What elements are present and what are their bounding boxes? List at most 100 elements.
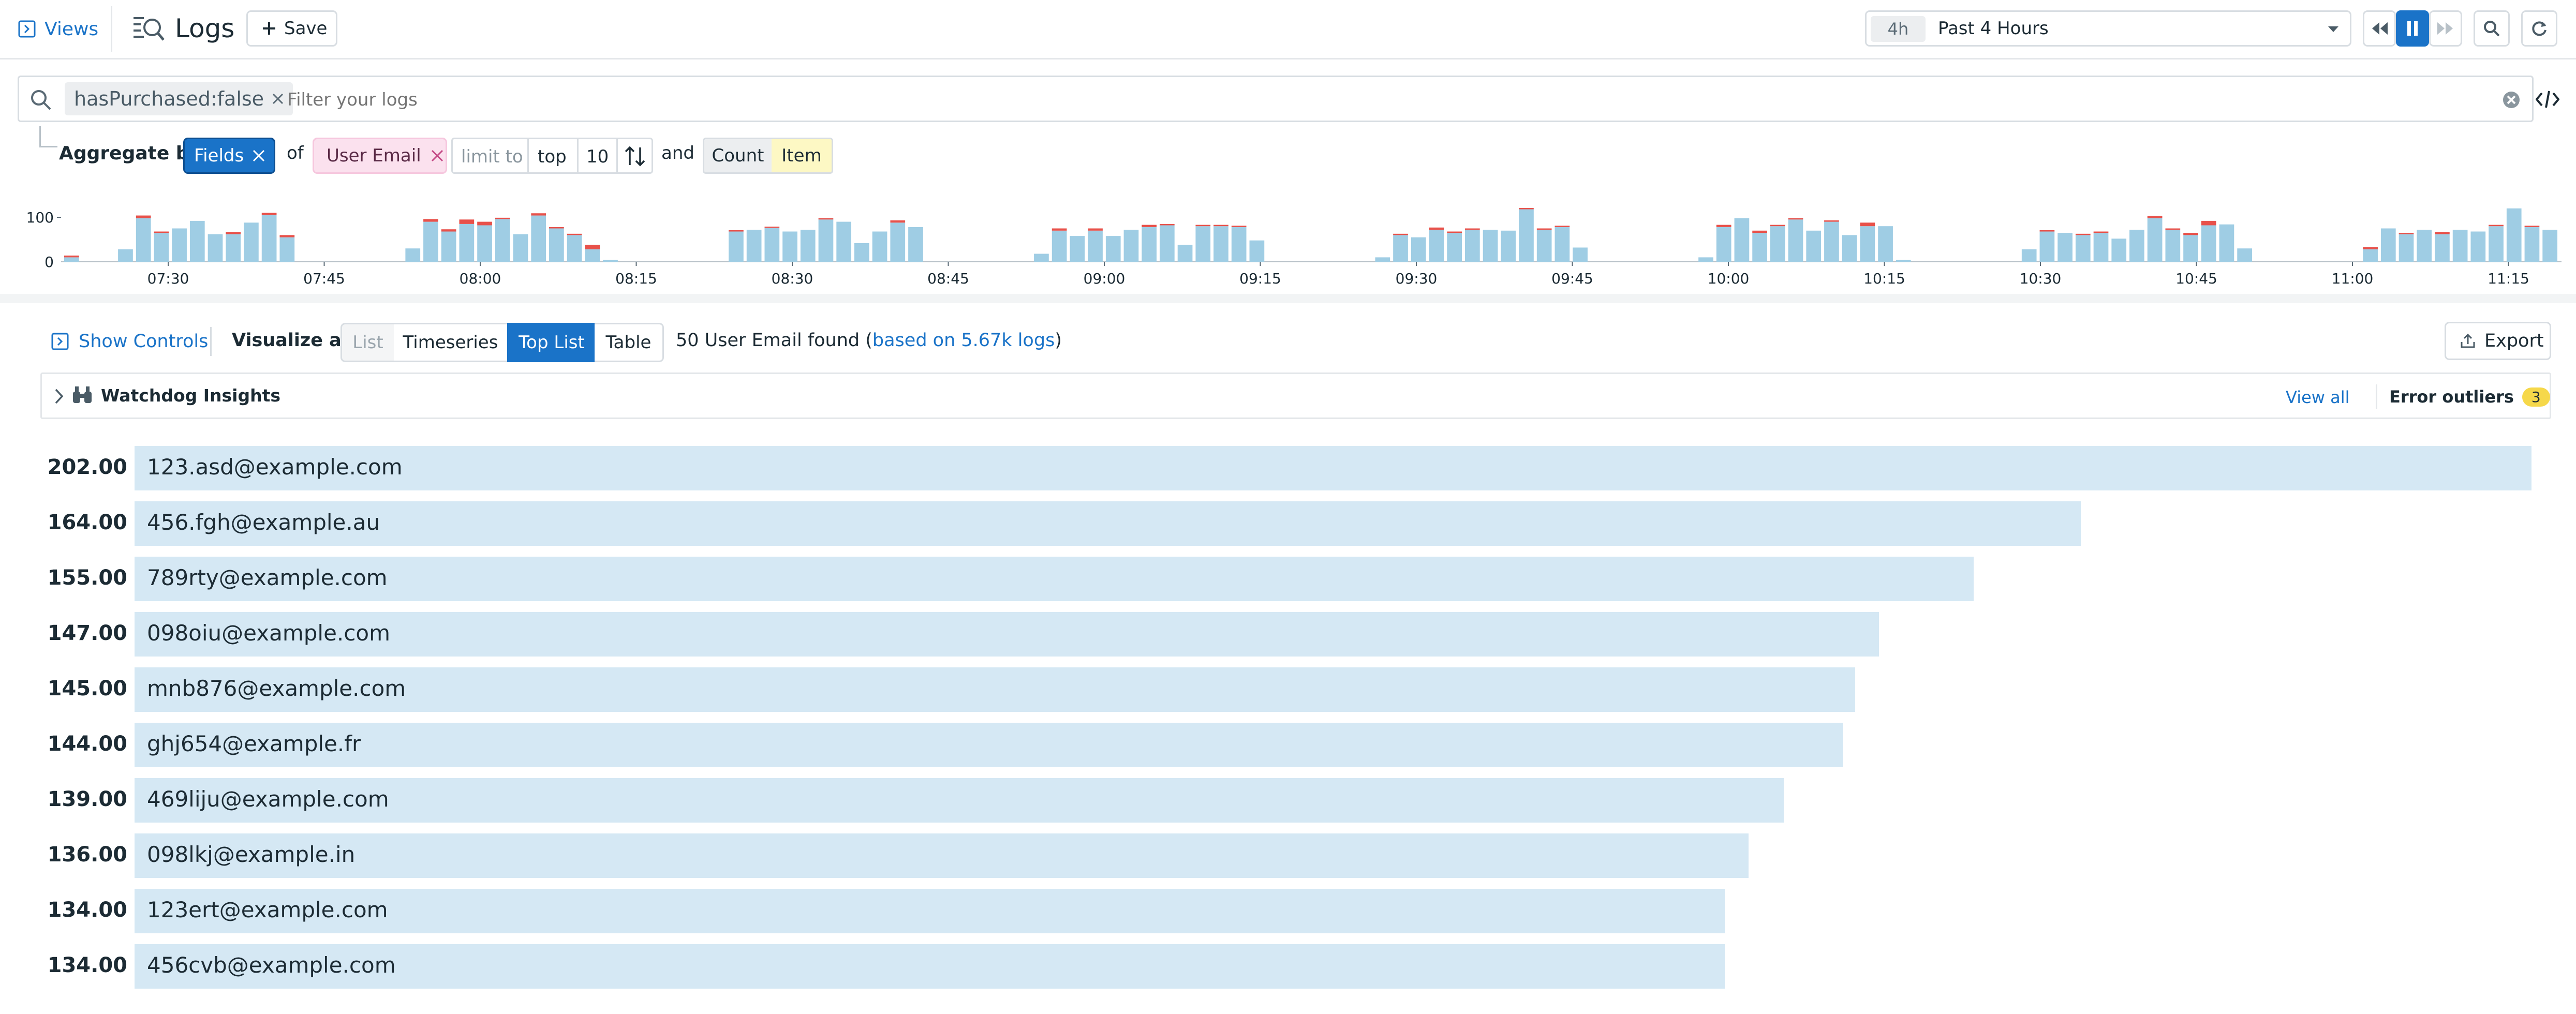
- histogram-bar-info[interactable]: [1123, 230, 1139, 262]
- histogram-bar-info[interactable]: [2075, 235, 2091, 262]
- histogram-bar-error[interactable]: [764, 227, 780, 228]
- histogram-bar-info[interactable]: [782, 231, 797, 262]
- histogram-bar-error[interactable]: [729, 230, 744, 232]
- histogram-bar-info[interactable]: [872, 231, 887, 262]
- histogram-bar-info[interactable]: [2380, 228, 2396, 262]
- refresh-button[interactable]: [2521, 10, 2557, 47]
- histogram-bar-error[interactable]: [585, 245, 600, 249]
- histogram-bar-error[interactable]: [1142, 225, 1157, 227]
- histogram-bar-info[interactable]: [1142, 227, 1157, 262]
- search-bar[interactable]: hasPurchased:false: [18, 76, 2534, 122]
- histogram-bar-info[interactable]: [1034, 254, 1049, 262]
- histogram-bar-error[interactable]: [261, 213, 277, 215]
- histogram-bar-error[interactable]: [1393, 233, 1408, 235]
- histogram-bar-info[interactable]: [818, 219, 834, 262]
- fast-forward-button[interactable]: [2429, 10, 2462, 47]
- histogram-bar-info[interactable]: [1483, 230, 1498, 262]
- histogram-bar-info[interactable]: [244, 222, 259, 262]
- histogram-bar-info[interactable]: [908, 227, 923, 262]
- histogram-bar-info[interactable]: [1536, 230, 1552, 262]
- toplist-row[interactable]: 164.00 456.fgh@example.au: [0, 501, 2576, 546]
- histogram-bar-error[interactable]: [2524, 226, 2540, 227]
- toplist-row[interactable]: 145.00 mnb876@example.com: [0, 667, 2576, 712]
- histogram-bar-info[interactable]: [2183, 235, 2198, 262]
- histogram-bar-error[interactable]: [1788, 218, 1803, 220]
- histogram-bar-info[interactable]: [2417, 230, 2432, 262]
- histogram-bar-info[interactable]: [1393, 235, 1408, 262]
- histogram-bar-info[interactable]: [585, 249, 600, 262]
- histogram-bar-info[interactable]: [441, 231, 456, 262]
- histogram-bar-info[interactable]: [2363, 249, 2378, 262]
- histogram-bar-info[interactable]: [729, 231, 744, 262]
- clear-search-icon[interactable]: [2502, 91, 2521, 109]
- histogram-bar-info[interactable]: [136, 218, 151, 262]
- toplist-row[interactable]: 155.00 789rty@example.com: [0, 557, 2576, 601]
- histogram-bar-info[interactable]: [2399, 234, 2414, 262]
- histogram-bar-info[interactable]: [208, 234, 223, 262]
- facet-close-icon[interactable]: [430, 148, 445, 163]
- histogram-bar-info[interactable]: [513, 234, 528, 262]
- toplist-bar[interactable]: [135, 612, 1879, 657]
- histogram-bar-error[interactable]: [1231, 226, 1247, 227]
- histogram-bar-info[interactable]: [2201, 225, 2216, 262]
- toplist-row[interactable]: 134.00 123ert@example.com: [0, 889, 2576, 933]
- histogram-bar-error[interactable]: [531, 213, 546, 216]
- histogram-bar-info[interactable]: [1716, 227, 1731, 262]
- histogram-bar-info[interactable]: [1752, 233, 1767, 262]
- viz-option-timeseries[interactable]: Timeseries: [394, 323, 509, 362]
- histogram-bar-error[interactable]: [1088, 228, 1103, 231]
- histogram-bar-error[interactable]: [495, 217, 510, 219]
- toplist-bar[interactable]: [135, 501, 2081, 546]
- histogram-bar-error[interactable]: [154, 231, 169, 233]
- save-button[interactable]: Save: [246, 10, 337, 47]
- rewind-button[interactable]: [2363, 10, 2396, 47]
- toplist-bar[interactable]: [135, 557, 1974, 601]
- histogram-bar-info[interactable]: [1573, 247, 1588, 262]
- histogram-bar-info[interactable]: [1231, 227, 1247, 262]
- histogram-bar-error[interactable]: [441, 229, 456, 232]
- histogram-bar-error[interactable]: [2363, 247, 2378, 249]
- toplist-row[interactable]: 136.00 098lkj@example.in: [0, 833, 2576, 878]
- histogram-bar-info[interactable]: [1429, 230, 1444, 262]
- histogram-bar-info[interactable]: [1806, 230, 1822, 262]
- histogram-bar-info[interactable]: [2111, 238, 2127, 262]
- histogram-bar-error[interactable]: [1195, 225, 1211, 227]
- histogram-bar-info[interactable]: [2129, 230, 2144, 262]
- histogram-bar-error[interactable]: [1824, 220, 1839, 222]
- histogram-bar-info[interactable]: [1878, 226, 1893, 262]
- histogram-bar-info[interactable]: [261, 215, 277, 262]
- show-controls-button[interactable]: Show Controls: [51, 327, 208, 356]
- time-range-select[interactable]: 4h Past 4 Hours: [1865, 10, 2351, 47]
- histogram-bar-info[interactable]: [1375, 257, 1390, 262]
- histogram-bar-info[interactable]: [2470, 231, 2486, 262]
- sort-order-icon[interactable]: [624, 145, 646, 167]
- histogram-bar-info[interactable]: [2057, 233, 2072, 262]
- histogram-bar-info[interactable]: [2021, 249, 2037, 262]
- toplist-bar[interactable]: [135, 667, 1855, 712]
- histogram-bar-info[interactable]: [567, 235, 582, 262]
- chevron-right-icon[interactable]: [53, 387, 66, 405]
- histogram-bar-error[interactable]: [1770, 225, 1785, 227]
- histogram-bar-info[interactable]: [1411, 237, 1426, 262]
- histogram-bar-error[interactable]: [1429, 227, 1444, 230]
- toplist-row[interactable]: 147.00 098oiu@example.com: [0, 612, 2576, 657]
- histogram-bar-info[interactable]: [118, 249, 133, 262]
- histogram-bar-info[interactable]: [1447, 233, 1462, 262]
- histogram-bar-error[interactable]: [64, 255, 79, 258]
- chip-close-icon[interactable]: [271, 92, 285, 106]
- histogram-bar-info[interactable]: [477, 225, 492, 262]
- based-on-logs-link[interactable]: based on 5.67k logs: [872, 330, 1055, 351]
- histogram-bar-info[interactable]: [279, 237, 295, 262]
- histogram-bar-info[interactable]: [2237, 248, 2253, 262]
- histogram-bar-info[interactable]: [746, 230, 762, 262]
- histogram-bar-info[interactable]: [1195, 226, 1211, 262]
- histogram-bar-info[interactable]: [854, 243, 869, 262]
- histogram-bar-error[interactable]: [549, 227, 564, 229]
- toplist-bar[interactable]: [135, 778, 1784, 823]
- viz-option-table[interactable]: Table: [595, 323, 664, 362]
- export-button[interactable]: Export: [2445, 322, 2551, 360]
- histogram-bar-info[interactable]: [1070, 236, 1085, 262]
- histogram-bar-info[interactable]: [2165, 230, 2181, 262]
- histogram-bar-info[interactable]: [1555, 227, 1570, 262]
- histogram-bar-error[interactable]: [1752, 230, 1767, 233]
